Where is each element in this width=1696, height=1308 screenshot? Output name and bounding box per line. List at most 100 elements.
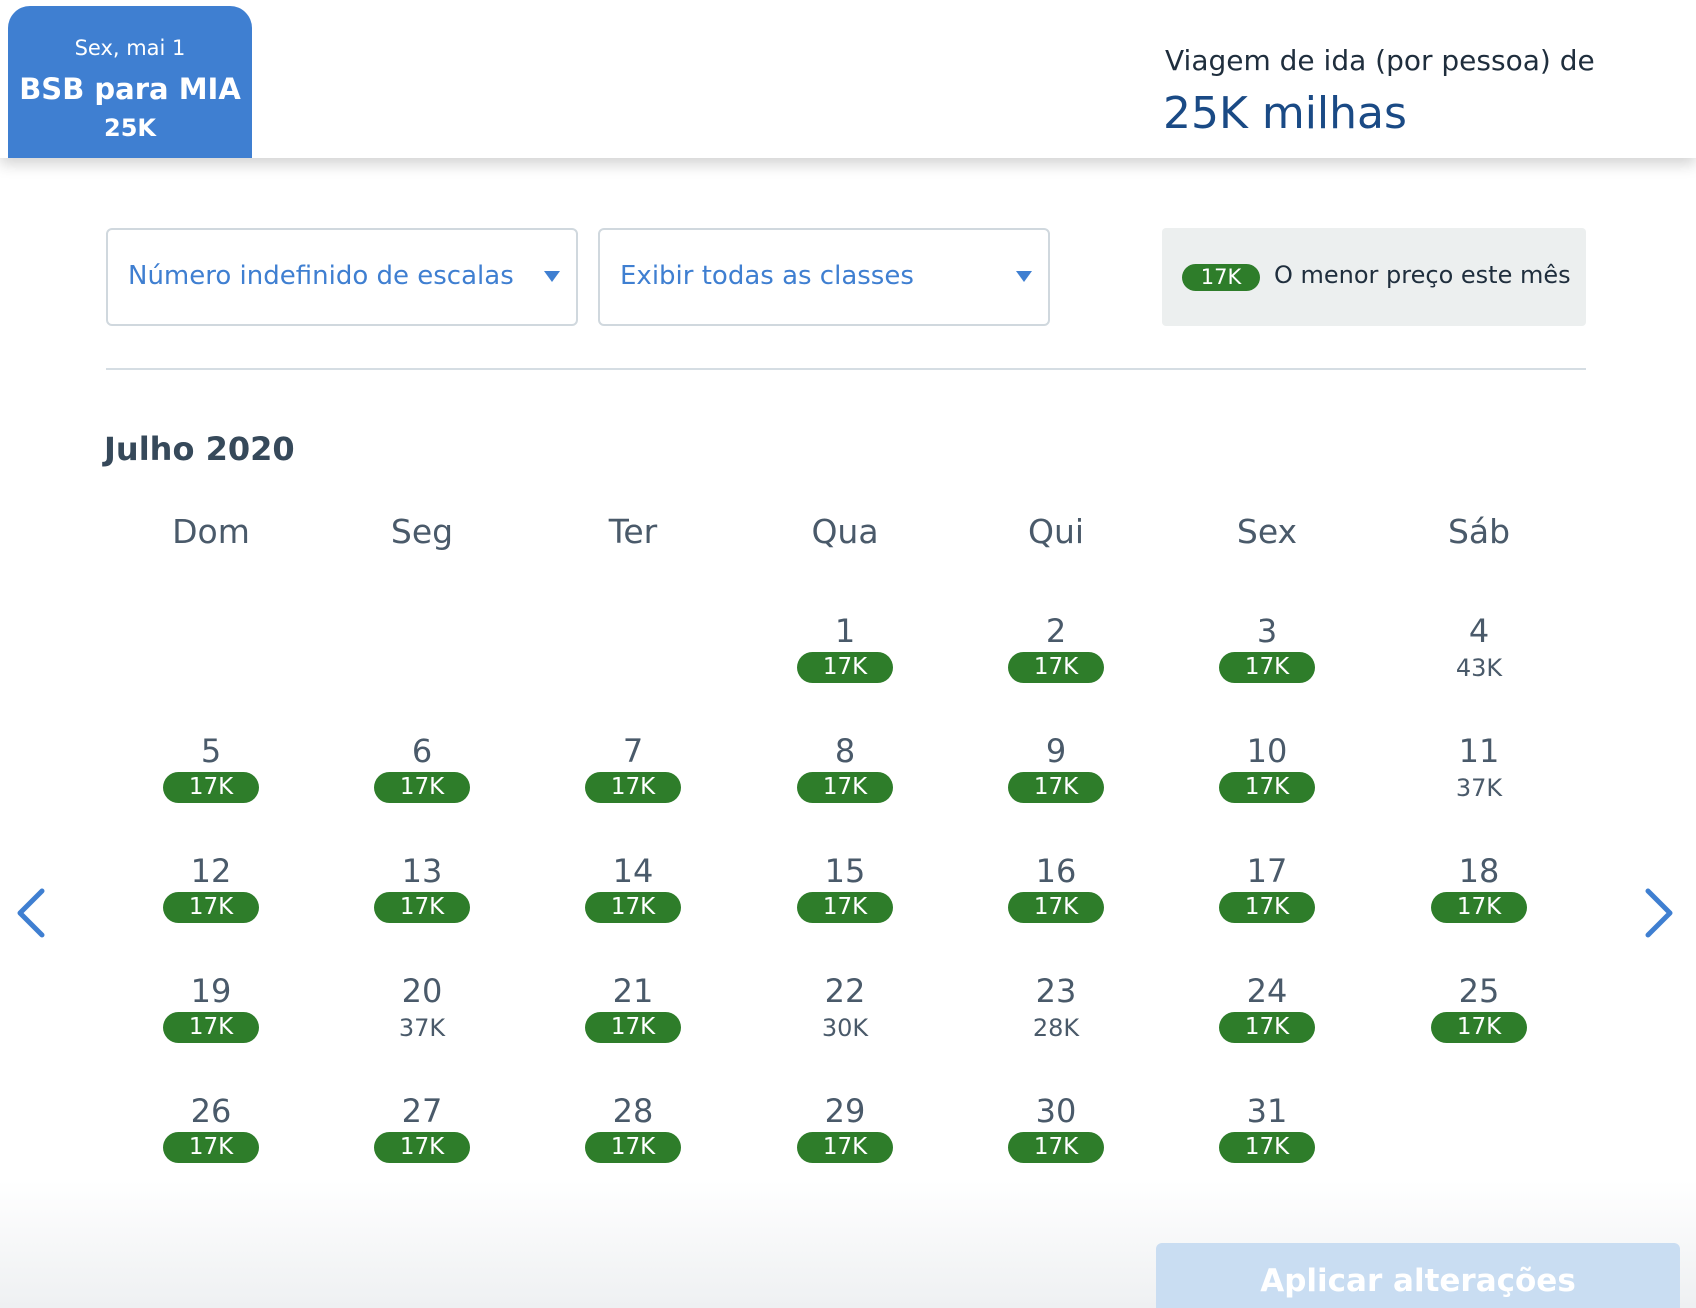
lowest-price-badge: 17K bbox=[163, 772, 259, 803]
lowest-price-badge: 17K bbox=[1219, 772, 1315, 803]
day-number: 18 bbox=[1458, 852, 1500, 890]
calendar-day[interactable]: 13 17K bbox=[352, 852, 492, 942]
day-number: 23 bbox=[1035, 972, 1077, 1010]
classes-select-value: Exibir todas as classes bbox=[620, 261, 914, 291]
day-number: 7 bbox=[622, 732, 644, 770]
next-month-button[interactable] bbox=[1638, 883, 1678, 943]
calendar-day[interactable]: 30 17K bbox=[986, 1092, 1126, 1182]
calendar-day[interactable]: 12 17K bbox=[141, 852, 281, 942]
lowest-price-badge: 17K bbox=[1431, 892, 1527, 923]
calendar-day[interactable]: 3 17K bbox=[1197, 612, 1337, 702]
day-number: 4 bbox=[1468, 612, 1490, 650]
calendar-day[interactable]: 27 17K bbox=[352, 1092, 492, 1182]
apply-changes-button[interactable]: Aplicar alterações bbox=[1156, 1243, 1680, 1308]
calendar-day[interactable]: 19 17K bbox=[141, 972, 281, 1062]
day-number: 31 bbox=[1246, 1092, 1288, 1130]
lowest-price-badge: 17K bbox=[163, 892, 259, 923]
lowest-price-badge: 17K bbox=[1219, 1012, 1315, 1043]
calendar-day[interactable]: 4 43K bbox=[1409, 612, 1549, 702]
top-bar: Sex, mai 1 BSB para MIA 25K Viagem de id… bbox=[0, 0, 1696, 158]
lowest-price-badge: 17K bbox=[163, 1012, 259, 1043]
day-number: 8 bbox=[834, 732, 856, 770]
lowest-price-badge: 17K bbox=[585, 1132, 681, 1163]
calendar-day[interactable]: 22 30K bbox=[775, 972, 915, 1062]
day-number: 13 bbox=[401, 852, 443, 890]
prev-month-button[interactable] bbox=[12, 883, 52, 943]
lowest-price-badge: 17K bbox=[585, 1012, 681, 1043]
trip-miles: 25K milhas bbox=[1163, 88, 1407, 139]
lowest-price-badge: 17K bbox=[797, 772, 893, 803]
caret-down-icon bbox=[544, 271, 560, 282]
chevron-right-icon bbox=[1645, 888, 1673, 938]
calendar-day[interactable]: 23 28K bbox=[986, 972, 1126, 1062]
chevron-left-icon bbox=[17, 888, 45, 938]
calendar-day[interactable]: 28 17K bbox=[563, 1092, 703, 1182]
calendar-day[interactable]: 1 17K bbox=[775, 612, 915, 702]
calendar-day[interactable]: 11 37K bbox=[1409, 732, 1549, 822]
calendar-day[interactable]: 17 17K bbox=[1197, 852, 1337, 942]
day-number: 11 bbox=[1458, 732, 1500, 770]
calendar-day[interactable]: 31 17K bbox=[1197, 1092, 1337, 1182]
lowest-price-badge: 17K bbox=[585, 892, 681, 923]
day-number: 3 bbox=[1256, 612, 1278, 650]
divider bbox=[106, 368, 1586, 370]
calendar-day[interactable]: 14 17K bbox=[563, 852, 703, 942]
lowest-price-badge: 17K bbox=[797, 1132, 893, 1163]
calendar-day[interactable]: 2 17K bbox=[986, 612, 1126, 702]
day-number: 20 bbox=[401, 972, 443, 1010]
calendar-day[interactable]: 25 17K bbox=[1409, 972, 1549, 1062]
day-number: 17 bbox=[1246, 852, 1288, 890]
day-number: 24 bbox=[1246, 972, 1288, 1010]
day-number: 25 bbox=[1458, 972, 1500, 1010]
calendar-day[interactable]: 26 17K bbox=[141, 1092, 281, 1182]
trip-label: Viagem de ida (por pessoa) de bbox=[1165, 44, 1595, 77]
lowest-price-badge: 17K bbox=[1431, 1012, 1527, 1043]
lowest-price-badge: 17K bbox=[1219, 652, 1315, 683]
day-price: 28K bbox=[1032, 1014, 1080, 1042]
day-number: 19 bbox=[190, 972, 232, 1010]
calendar-day[interactable]: 7 17K bbox=[563, 732, 703, 822]
tab-date: Sex, mai 1 bbox=[74, 36, 186, 60]
weekday-label: Sáb bbox=[1447, 512, 1511, 551]
stops-select[interactable]: Número indefinido de escalas bbox=[106, 228, 578, 326]
lowest-price-badge: 17K bbox=[1008, 652, 1104, 683]
day-number: 30 bbox=[1035, 1092, 1077, 1130]
calendar-day[interactable]: 24 17K bbox=[1197, 972, 1337, 1062]
calendar-day[interactable]: 9 17K bbox=[986, 732, 1126, 822]
calendar-day[interactable]: 15 17K bbox=[775, 852, 915, 942]
weekday-label: Qui bbox=[1027, 512, 1085, 551]
calendar-day[interactable]: 8 17K bbox=[775, 732, 915, 822]
day-number: 22 bbox=[824, 972, 866, 1010]
day-number: 27 bbox=[401, 1092, 443, 1130]
weekday-label: Ter bbox=[608, 512, 658, 551]
lowest-price-badge: 17K bbox=[797, 892, 893, 923]
calendar-day[interactable]: 10 17K bbox=[1197, 732, 1337, 822]
calendar-day[interactable]: 16 17K bbox=[986, 852, 1126, 942]
calendar-day[interactable]: 6 17K bbox=[352, 732, 492, 822]
calendar-day[interactable]: 21 17K bbox=[563, 972, 703, 1062]
calendar-day[interactable]: 5 17K bbox=[141, 732, 281, 822]
calendar-day[interactable]: 29 17K bbox=[775, 1092, 915, 1182]
day-number: 5 bbox=[200, 732, 222, 770]
lowest-price-badge: 17K bbox=[797, 652, 893, 683]
calendar-day[interactable]: 18 17K bbox=[1409, 852, 1549, 942]
weekday-label: Sex bbox=[1236, 512, 1298, 551]
caret-down-icon bbox=[1016, 271, 1032, 282]
lowest-price-badge: 17K bbox=[1219, 1132, 1315, 1163]
selected-flight-tab[interactable]: Sex, mai 1 BSB para MIA 25K bbox=[8, 6, 252, 158]
day-number: 29 bbox=[824, 1092, 866, 1130]
lowest-price-badge: 17K bbox=[585, 772, 681, 803]
lowest-price-badge: 17K bbox=[1008, 772, 1104, 803]
day-number: 9 bbox=[1045, 732, 1067, 770]
day-price: 37K bbox=[1455, 774, 1503, 802]
calendar-day[interactable]: 20 37K bbox=[352, 972, 492, 1062]
lowest-price-legend: 17K O menor preço este mês bbox=[1162, 228, 1586, 326]
tab-route: BSB para MIA bbox=[19, 72, 241, 106]
day-number: 6 bbox=[411, 732, 433, 770]
classes-select[interactable]: Exibir todas as classes bbox=[598, 228, 1050, 326]
lowest-price-badge: 17K bbox=[374, 772, 470, 803]
lowest-price-badge: 17K bbox=[374, 892, 470, 923]
day-price: 30K bbox=[821, 1014, 869, 1042]
calendar-panel: Número indefinido de escalas Exibir toda… bbox=[0, 158, 1696, 1308]
weekday-label: Dom bbox=[172, 512, 250, 551]
